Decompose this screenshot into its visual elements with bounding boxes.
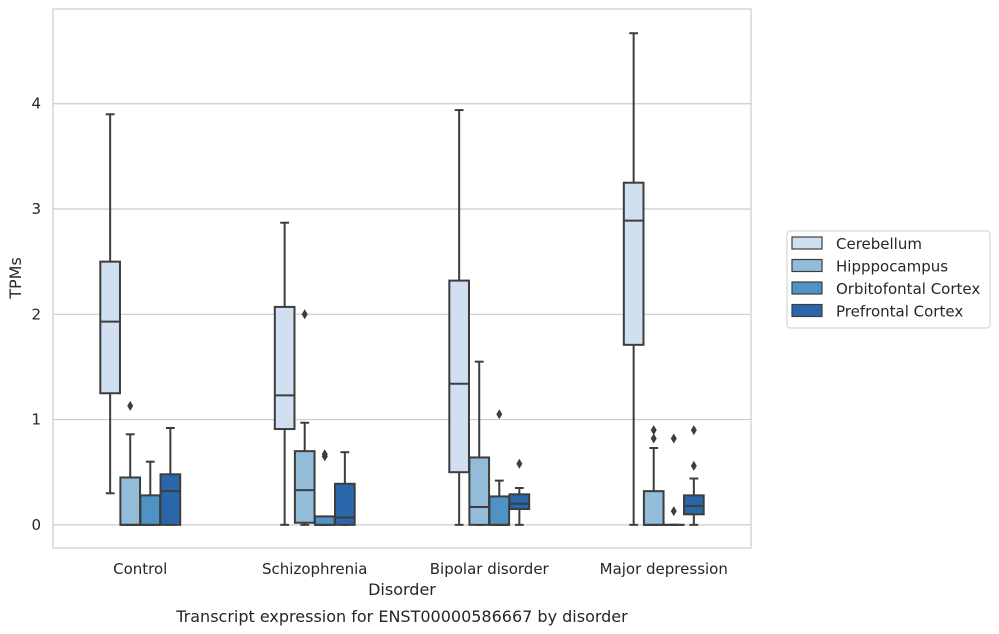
outlier-point <box>690 425 697 436</box>
y-tick-label: 2 <box>31 305 41 323</box>
outlier-point <box>650 425 657 436</box>
outlier-point <box>321 449 328 460</box>
box-group <box>642 425 665 526</box>
legend-label: Orbitofontal Cortex <box>836 280 980 298</box>
box-iqr <box>313 515 336 526</box>
legend-frame <box>786 230 991 329</box>
y-tick-label: 4 <box>31 95 41 113</box>
y-axis-label: TPMs <box>6 257 25 300</box>
legend-swatch <box>791 236 823 250</box>
outlier-point <box>496 409 503 420</box>
legend-label: Cerebellum <box>836 235 922 253</box>
box-group <box>99 113 121 495</box>
plot-area <box>52 8 752 549</box>
outlier-point <box>516 458 523 469</box>
box-iqr <box>683 494 705 516</box>
x-axis-ticks: Control Schizophrenia Bipolar disorder Majo… <box>113 560 728 578</box>
x-axis-label: Disorder <box>368 580 436 599</box>
x-tick-label: Bipolar disorder <box>430 560 550 578</box>
box-group <box>313 449 336 526</box>
box-iqr <box>99 260 121 395</box>
y-tick-label: 3 <box>31 200 41 218</box>
legend-label: Hipppocampus <box>836 258 948 276</box>
box-iqr <box>488 495 511 526</box>
box-group <box>508 458 531 526</box>
box-group <box>273 221 296 526</box>
box-iqr <box>508 493 531 511</box>
outlier-point <box>690 460 697 471</box>
legend-label: Prefrontal Cortex <box>836 303 963 321</box>
outlier-point <box>650 433 657 444</box>
box-group <box>683 425 705 526</box>
outlier-point <box>670 506 677 517</box>
box-iqr <box>334 482 356 526</box>
box-iqr <box>159 473 182 526</box>
box-iqr <box>273 305 296 431</box>
outlier-point <box>127 400 134 411</box>
box-group <box>139 460 162 526</box>
box-group <box>622 32 645 526</box>
legend-swatch <box>791 281 823 295</box>
box-iqr <box>119 476 142 526</box>
box-iqr <box>448 279 470 474</box>
box-iqr <box>622 181 645 346</box>
legend-swatch <box>791 303 823 318</box>
gridlines <box>53 103 751 526</box>
box-iqr <box>139 494 162 526</box>
box-group <box>159 426 182 526</box>
x-tick-label: Control <box>113 560 167 578</box>
box-iqr <box>293 450 316 524</box>
box-iqr <box>642 490 665 526</box>
y-tick-label: 0 <box>31 516 41 534</box>
y-axis-ticks: 0 1 2 3 4 <box>31 95 41 534</box>
chart-caption: Transcript expression for ENST0000058666… <box>175 607 628 626</box>
box-group <box>293 309 316 526</box>
legend-swatch <box>791 258 823 273</box>
box-iqr <box>468 456 491 526</box>
box-group <box>488 409 511 526</box>
x-tick-label: Major depression <box>600 560 728 578</box>
outlier-point <box>670 433 677 444</box>
x-tick-label: Schizophrenia <box>262 560 367 578</box>
box-group <box>334 451 356 526</box>
box-group <box>468 360 491 526</box>
box-series-layer <box>99 32 705 526</box>
box-group <box>448 109 470 526</box>
outlier-point <box>301 309 308 320</box>
legend: Cerebellum Hipppocampus Orbitofontal Corte… <box>786 230 991 329</box>
y-tick-label: 1 <box>31 411 41 429</box>
box-group <box>662 433 685 526</box>
